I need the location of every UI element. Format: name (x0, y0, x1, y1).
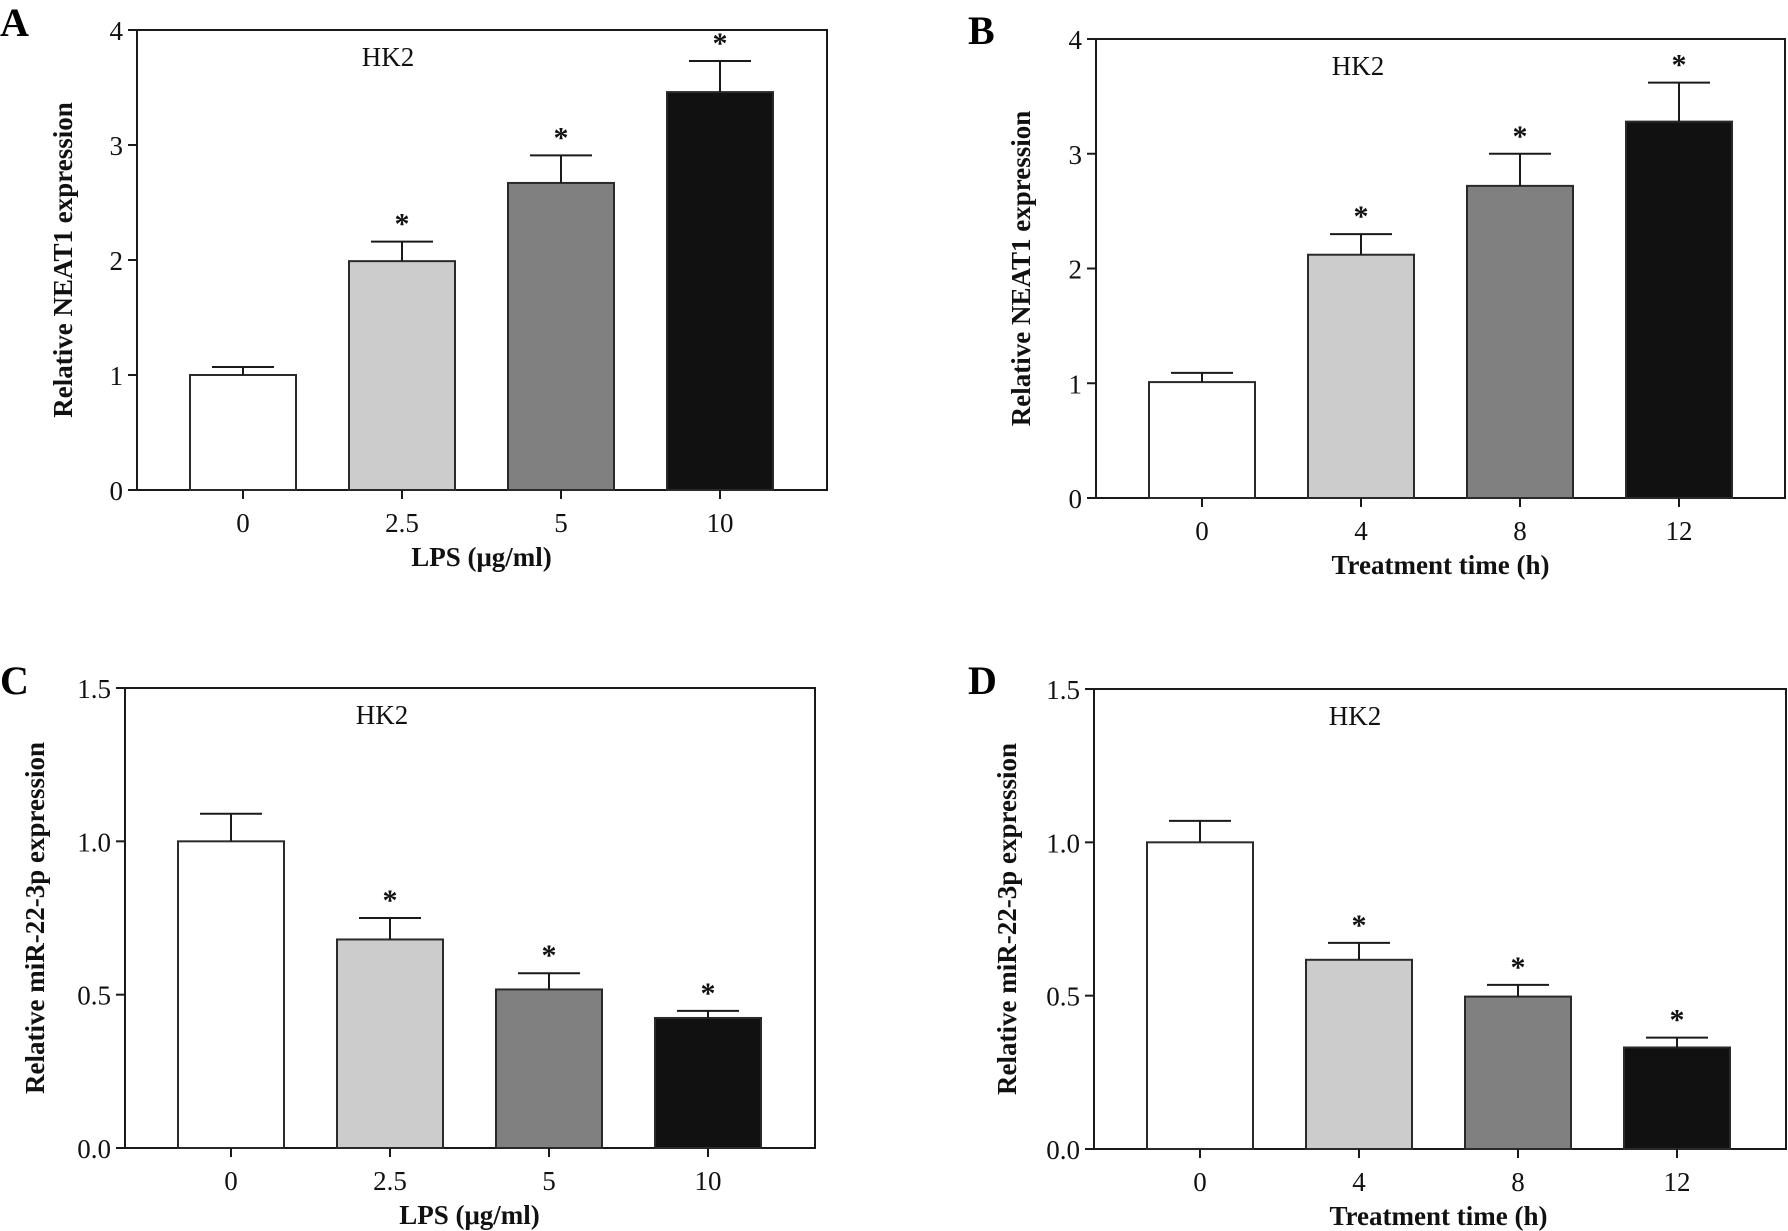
x-tick-label: 8 (1513, 516, 1527, 546)
cell-line-annotation: HK2 (1329, 701, 1382, 731)
bar-8 (1464, 995, 1572, 1150)
significance-marker: * (1511, 951, 1526, 984)
x-tick-label: 5 (554, 508, 568, 538)
y-tick-label: 1 (1069, 369, 1083, 399)
x-tick-label: 10 (695, 1166, 722, 1196)
significance-marker: * (1513, 120, 1528, 153)
bar-4 (1305, 958, 1413, 1151)
bar-0 (1148, 381, 1256, 500)
y-tick-label: 1.0 (77, 827, 111, 857)
y-tick-label: 0.5 (1046, 982, 1080, 1012)
y-tick-label: 0.0 (77, 1134, 111, 1164)
chart-panel-c: C 0.0 0.5 1.0 1.5 Relative miR-22-3p expressi… (0, 658, 816, 1230)
x-axis-title: Treatment time (h) (1330, 1201, 1548, 1231)
y-tick-label: 0.5 (77, 981, 111, 1011)
y-tick-label: 2 (1069, 255, 1083, 285)
bar-0 (177, 840, 285, 1149)
significance-marker: * (1672, 49, 1687, 82)
y-axis-title: Relative miR-22-3p expression (992, 743, 1022, 1095)
cell-line-annotation: HK2 (362, 42, 415, 72)
significance-marker: * (1352, 909, 1367, 942)
panel-letter: B (968, 8, 995, 53)
bar-2_5 (348, 260, 456, 491)
bar-8 (1466, 184, 1574, 499)
cell-line-annotation: HK2 (356, 700, 409, 730)
bar-5 (507, 181, 615, 491)
y-tick-label: 0.0 (1046, 1135, 1080, 1165)
bar-12 (1623, 1046, 1731, 1150)
significance-marker: * (713, 27, 728, 60)
y-tick-label: 4 (110, 16, 124, 46)
panel-letter: D (968, 658, 997, 703)
x-tick-label: 0 (224, 1166, 238, 1196)
x-tick-label: 5 (542, 1166, 556, 1196)
bar-5 (495, 988, 603, 1149)
x-tick-label: 0 (1193, 1167, 1207, 1197)
x-tick-label: 0 (1195, 516, 1209, 546)
y-tick-label: 3 (110, 131, 124, 161)
y-tick-label: 2 (110, 246, 124, 276)
y-axis-title: Relative NEAT1 expression (48, 102, 78, 417)
significance-marker: * (701, 977, 716, 1010)
x-tick-label: 0 (236, 508, 250, 538)
bar-10 (666, 91, 774, 491)
y-tick-label: 1.5 (1046, 675, 1080, 705)
bar-2_5 (336, 938, 444, 1150)
x-tick-label: 8 (1511, 1167, 1525, 1197)
x-axis-title: LPS (μg/ml) (399, 1200, 540, 1230)
panel-letter: A (0, 0, 29, 45)
y-axis-title: Relative miR-22-3p expression (20, 742, 50, 1094)
y-tick-label: 0 (1069, 484, 1083, 514)
bar-10 (654, 1016, 762, 1149)
chart-panel-a: A 0 1 2 3 4 Relative NEAT1 expression HK2 0 * 2.5 *… (0, 0, 828, 572)
significance-marker: * (395, 208, 410, 241)
x-axis-title: LPS (μg/ml) (411, 542, 552, 572)
x-tick-label: 2.5 (385, 508, 419, 538)
bar-0 (1146, 841, 1254, 1150)
x-tick-label: 12 (1664, 1167, 1691, 1197)
y-tick-label: 1.0 (1046, 828, 1080, 858)
y-tick-label: 1.5 (77, 674, 111, 704)
significance-marker: * (542, 939, 557, 972)
bar-12 (1625, 120, 1733, 500)
x-tick-label: 4 (1354, 516, 1368, 546)
y-tick-label: 0 (110, 476, 124, 506)
significance-marker: * (383, 884, 398, 917)
y-tick-label: 4 (1069, 25, 1083, 55)
y-tick-label: 3 (1069, 140, 1083, 170)
significance-marker: * (554, 121, 569, 154)
x-tick-label: 2.5 (373, 1166, 407, 1196)
chart-panel-d: D 0.0 0.5 1.0 1.5 Relative miR-22-3p expressi… (968, 658, 1787, 1231)
significance-marker: * (1670, 1004, 1685, 1037)
y-tick-label: 1 (110, 361, 124, 391)
x-tick-label: 10 (707, 508, 734, 538)
x-axis-title: Treatment time (h) (1332, 550, 1550, 580)
x-tick-label: 12 (1666, 516, 1693, 546)
cell-line-annotation: HK2 (1332, 51, 1385, 81)
panel-letter: C (0, 658, 29, 703)
y-axis-title: Relative NEAT1 expression (1006, 111, 1036, 426)
x-tick-label: 4 (1352, 1167, 1366, 1197)
significance-marker: * (1354, 200, 1369, 233)
plot-frame (1093, 688, 1787, 1150)
bar-4 (1307, 253, 1415, 499)
bar-0 (189, 374, 297, 491)
plot-frame (124, 687, 816, 1149)
